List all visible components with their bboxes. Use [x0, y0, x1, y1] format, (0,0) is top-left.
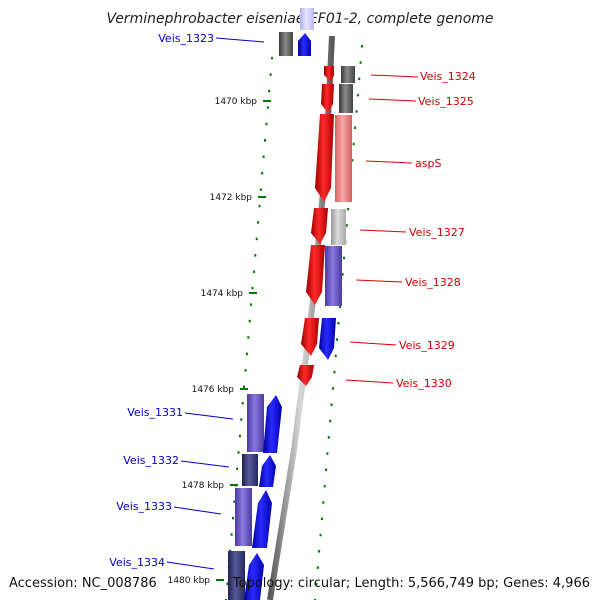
track-dot [254, 254, 257, 257]
track-dot [232, 516, 234, 520]
axis-tick-label: 1476 kbp [192, 385, 235, 395]
gene-label[interactable]: Veis_1328 [405, 276, 461, 289]
gene-label[interactable]: Veis_1331 [127, 406, 183, 419]
track-dot [265, 122, 268, 126]
track-dot [238, 434, 241, 438]
gene-asps[interactable] [315, 114, 352, 202]
track-dot [226, 582, 229, 586]
track-dot [240, 418, 243, 421]
track-dot [248, 319, 251, 323]
track-dot [258, 204, 261, 208]
track-dot [336, 338, 339, 341]
topology-label: Topology: circular; Length: 5,566,749 bp… [232, 576, 590, 591]
gene-veis-1334[interactable] [228, 551, 264, 600]
gene-veis-1323[interactable] [279, 8, 314, 56]
track-dot [332, 387, 334, 390]
track-dot [259, 188, 262, 191]
gene-label[interactable]: Veis_1323 [158, 32, 214, 45]
track-dot [251, 286, 254, 290]
gene-label[interactable]: Veis_1332 [123, 454, 179, 467]
gene-veis-1327[interactable] [311, 208, 346, 245]
track-dot [243, 385, 246, 388]
track-dot [337, 322, 340, 325]
gene-label[interactable]: Veis_1329 [399, 339, 455, 352]
track-dot [351, 159, 354, 162]
track-dot [244, 369, 247, 372]
axis-tick-label: 1470 kbp [215, 97, 258, 107]
track-dot [333, 370, 336, 374]
track-dot [315, 582, 318, 586]
track-dot [229, 549, 232, 553]
gene-labels-left: Veis_1323 Veis_1331 Veis_1332 Veis_1333 … [109, 32, 265, 570]
track-dot [241, 401, 244, 405]
track-dot [268, 89, 271, 93]
axis-tick-label: 1478 kbp [182, 481, 225, 491]
track-dot [338, 305, 341, 309]
gene-veis-1333[interactable] [235, 488, 272, 548]
gene-label[interactable]: Veis_1330 [396, 377, 452, 390]
track-dot [345, 224, 348, 227]
track-dot [261, 172, 264, 175]
track-dot [255, 237, 258, 241]
track-dot [319, 533, 322, 537]
track-dot [322, 501, 325, 504]
accession-label: Accession: NC_008786 [9, 576, 157, 591]
track-dot [247, 336, 250, 339]
track-dot [327, 436, 330, 439]
track-dot [341, 273, 344, 276]
track-dot [355, 110, 358, 113]
track-dot [352, 142, 355, 146]
track-dot [257, 221, 260, 224]
track-dot [325, 468, 328, 472]
gene-veis-1329[interactable] [301, 318, 336, 360]
gene-label[interactable]: Veis_1327 [409, 226, 465, 239]
track-dot [316, 566, 319, 569]
track-dot [347, 207, 350, 211]
track-dot [329, 419, 332, 423]
gene-blocks-right [297, 66, 355, 386]
track-dot [250, 303, 253, 306]
axis-tick-label: 1472 kbp [210, 193, 253, 203]
gene-veis-1330[interactable] [297, 365, 314, 386]
track-dot [233, 500, 236, 503]
track-dot [343, 256, 345, 260]
track-dot [356, 93, 359, 97]
track-dot [236, 467, 239, 471]
gene-veis-1328[interactable] [306, 245, 342, 306]
gene-veis-1331[interactable] [247, 394, 282, 453]
gene-label[interactable]: aspS [415, 157, 441, 170]
track-dot [361, 45, 363, 48]
gene-blocks-left [228, 8, 314, 600]
gene-labels-right: Veis_1324 Veis_1325 aspS Veis_1327 Veis_… [345, 70, 476, 390]
track-dot [245, 352, 248, 356]
gene-veis-1325[interactable] [321, 84, 353, 113]
gene-label[interactable]: Veis_1325 [418, 95, 474, 108]
track-dot [359, 61, 362, 64]
track-dot [237, 451, 240, 454]
track-dot [326, 452, 329, 455]
axis-tick-label: 1480 kbp [168, 576, 211, 586]
track-dot [264, 139, 266, 142]
gene-veis-1332[interactable] [242, 454, 276, 487]
axis-tick-labels: 1470 kbp 1472 kbp 1474 kbp 1476 kbp 1478… [168, 97, 271, 586]
track-dot [358, 77, 361, 81]
track-dot [271, 57, 273, 60]
track-dot [323, 484, 326, 488]
track-dot [330, 403, 333, 406]
track-dot [262, 155, 265, 158]
track-dot [269, 73, 272, 76]
track-dot [318, 550, 321, 553]
gene-veis-1324[interactable] [324, 66, 355, 83]
track-dot [266, 106, 269, 109]
gene-label[interactable]: Veis_1333 [116, 500, 172, 513]
track-dot [334, 354, 337, 358]
track-dot [252, 270, 255, 273]
gene-label[interactable]: Veis_1324 [420, 70, 476, 83]
track-dot [320, 517, 323, 520]
axis-tick-label: 1474 kbp [201, 289, 244, 299]
track-dot [230, 533, 233, 536]
gene-label[interactable]: Veis_1334 [109, 556, 165, 569]
track-dot [354, 126, 357, 129]
